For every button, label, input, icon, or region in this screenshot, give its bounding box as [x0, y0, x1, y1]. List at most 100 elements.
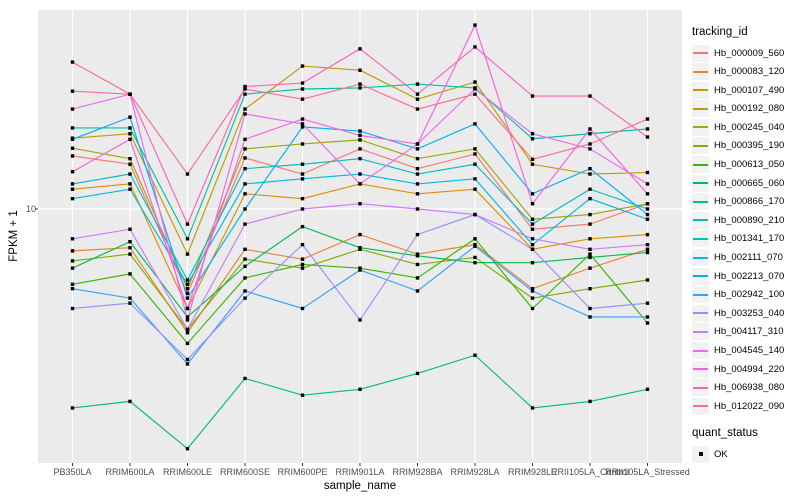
data-point: [300, 306, 305, 311]
data-point: [70, 169, 75, 174]
data-point: [645, 212, 650, 217]
data-point: [358, 246, 362, 250]
data-point: [473, 260, 477, 265]
data-point: [243, 182, 247, 186]
tracking-id-legend-items: Hb_000009_560 Hb_000083_120 Hb_000107_490 H…: [692, 44, 798, 415]
data-point: [358, 138, 362, 142]
x-tick-label-RRIM600PE: RRIM600PE: [277, 467, 328, 477]
data-point: [70, 126, 75, 130]
legend-item-label: Hb_002942_100: [714, 289, 785, 301]
data-point: [358, 86, 362, 90]
legend-key-icon: [692, 342, 709, 359]
legend-line-swatch: [693, 256, 708, 259]
data-point: [128, 126, 132, 130]
data-point: [588, 187, 592, 191]
data-point: [588, 132, 592, 136]
legend-line-swatch: [693, 312, 708, 315]
quant-status-legend: quant_status OK: [692, 427, 798, 463]
data-point: [415, 232, 420, 237]
data-point: [645, 321, 650, 325]
data-point: [645, 135, 650, 139]
data-point: [358, 133, 362, 138]
data-point: [185, 291, 190, 296]
data-point: [243, 247, 247, 251]
y-axis-title: FPKM + 1: [8, 210, 20, 262]
data-point: [300, 196, 305, 201]
quant-ok-key: [692, 445, 709, 463]
data-point: [358, 147, 362, 151]
data-point: [300, 262, 305, 267]
data-point: [588, 196, 592, 201]
legend-line-swatch: [693, 368, 708, 371]
data-point: [588, 399, 592, 404]
legend-item-label: Hb_000245_040: [714, 121, 785, 133]
data-point: [243, 207, 247, 211]
legend-item-Hb_000009_560: Hb_000009_560: [692, 44, 798, 62]
x-tick-label-RRIM928LA: RRIM928LA: [450, 467, 500, 477]
legend-item-label: Hb_000395_190: [714, 140, 785, 152]
data-point: [588, 222, 592, 226]
legend-item-Hb_000107_490: Hb_000107_490: [692, 81, 798, 99]
data-point: [645, 232, 650, 237]
data-point: [645, 301, 650, 305]
legend-key-icon: [692, 397, 709, 415]
data-point: [243, 112, 247, 116]
legend-line-swatch: [693, 144, 708, 147]
data-point: [530, 247, 535, 251]
data-point: [530, 94, 535, 98]
legend: tracking_id Hb_000009_560 Hb_000083_120 Hb…: [692, 26, 798, 464]
data-point: [530, 157, 535, 162]
data-point: [530, 237, 535, 241]
data-point: [588, 142, 592, 146]
legend-key-icon: [692, 137, 709, 155]
data-point: [358, 202, 362, 206]
data-point: [243, 87, 247, 91]
data-point: [300, 257, 305, 261]
data-point: [473, 87, 477, 91]
legend-item-Hb_006938_080: Hb_006938_080: [692, 379, 798, 397]
legend-item-Hb_002111_070: Hb_002111_070: [692, 249, 798, 267]
legend-line-swatch: [693, 107, 708, 110]
data-point: [185, 362, 190, 366]
data-point: [243, 257, 247, 261]
data-point: [358, 82, 362, 86]
data-point: [588, 94, 592, 98]
data-point: [645, 278, 650, 282]
data-point: [185, 446, 190, 451]
legend-line-swatch: [693, 237, 708, 240]
data-point: [415, 182, 420, 186]
data-point: [588, 147, 592, 151]
data-point: [645, 182, 650, 186]
legend-line-swatch: [693, 89, 708, 92]
data-point: [300, 64, 305, 68]
data-point: [128, 252, 132, 256]
legend-key-icon: [692, 286, 709, 304]
legend-line-swatch: [693, 405, 708, 408]
data-point: [415, 92, 420, 96]
data-point: [530, 217, 535, 221]
data-point: [243, 84, 247, 89]
legend-item-Hb_004545_140: Hb_004545_140: [692, 342, 798, 360]
data-point: [473, 177, 477, 181]
data-point: [588, 212, 592, 217]
data-point: [185, 296, 190, 300]
data-point: [530, 289, 535, 293]
legend-item-label: Hb_000665_060: [714, 177, 785, 189]
data-point: [530, 137, 535, 141]
data-point: [645, 217, 650, 221]
data-point: [415, 207, 420, 211]
legend-key-icon: [692, 81, 709, 99]
data-point: [645, 117, 650, 121]
legend-line-swatch: [693, 52, 708, 54]
data-point: [415, 172, 420, 176]
data-point: [415, 107, 420, 111]
data-point: [358, 47, 362, 51]
data-point: [300, 81, 305, 85]
x-tick-label-RRII105LA_Control: RRII105LA_Control: [550, 467, 630, 477]
data-point: [300, 117, 305, 121]
legend-line-swatch: [693, 293, 708, 296]
legend-item-label: Hb_002111_070: [714, 252, 783, 264]
data-point: [243, 192, 247, 196]
